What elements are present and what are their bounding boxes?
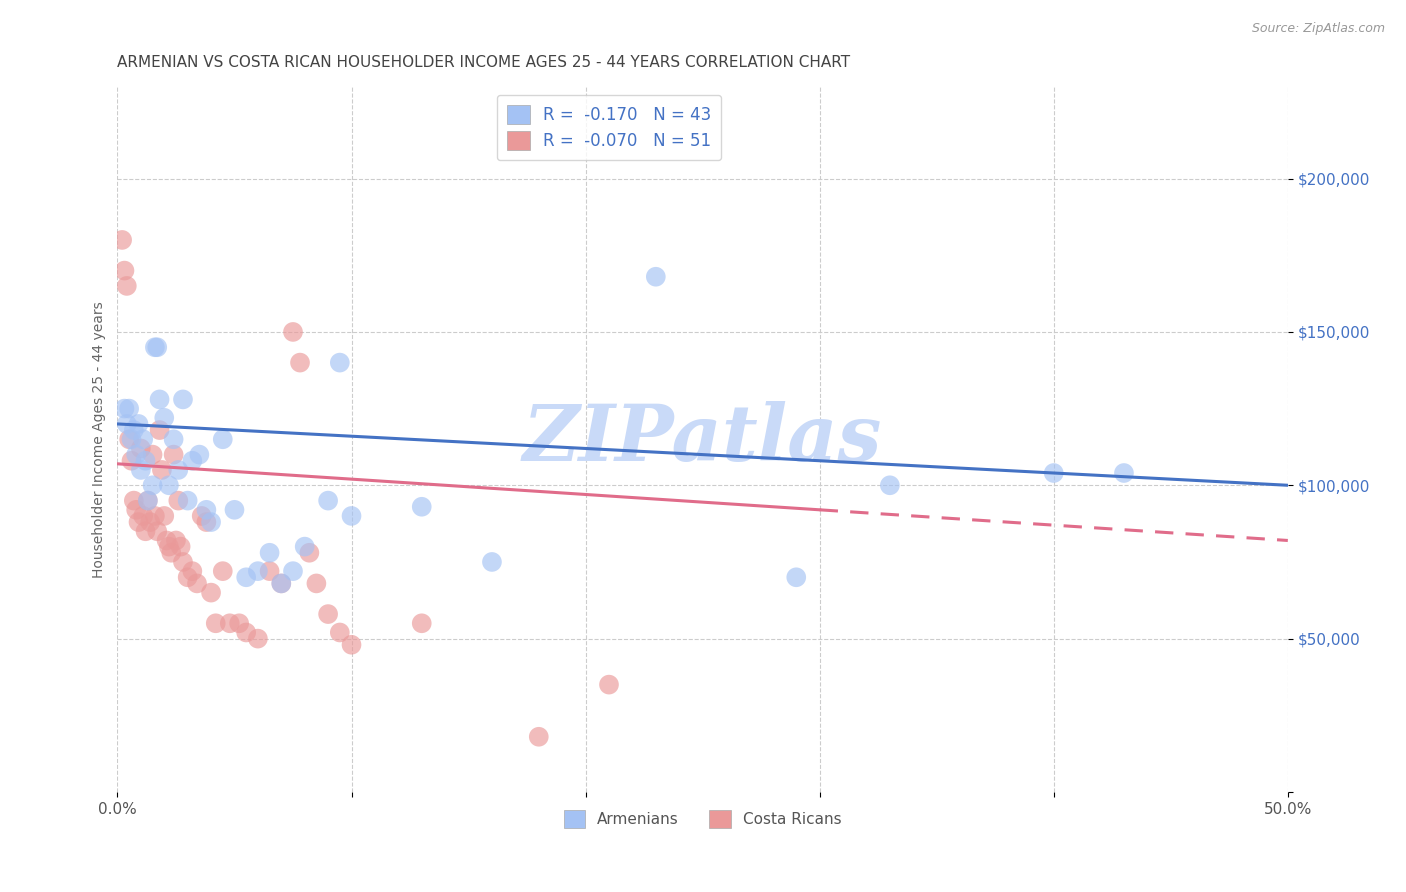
Point <box>165 533 187 548</box>
Text: Source: ZipAtlas.com: Source: ZipAtlas.com <box>1251 22 1385 36</box>
Point <box>879 478 901 492</box>
Point <box>129 463 152 477</box>
Point <box>139 515 162 529</box>
Point <box>135 454 157 468</box>
Point <box>200 515 222 529</box>
Point <box>155 533 177 548</box>
Point <box>598 678 620 692</box>
Point <box>132 508 155 523</box>
Point <box>146 524 169 539</box>
Point <box>228 616 250 631</box>
Point <box>204 616 226 631</box>
Point <box>188 448 211 462</box>
Point <box>114 401 136 416</box>
Point <box>135 524 157 539</box>
Point <box>411 616 433 631</box>
Point <box>143 508 166 523</box>
Point <box>122 493 145 508</box>
Point <box>316 607 339 621</box>
Point <box>288 356 311 370</box>
Point <box>114 263 136 277</box>
Point <box>181 564 204 578</box>
Legend: Armenians, Costa Ricans: Armenians, Costa Ricans <box>557 804 848 834</box>
Point <box>122 423 145 437</box>
Point <box>1112 466 1135 480</box>
Point <box>644 269 666 284</box>
Point <box>281 564 304 578</box>
Point <box>157 478 180 492</box>
Point <box>128 515 150 529</box>
Point <box>125 448 148 462</box>
Point <box>136 493 159 508</box>
Point <box>186 576 208 591</box>
Point <box>121 454 143 468</box>
Point <box>281 325 304 339</box>
Point <box>150 463 173 477</box>
Point <box>305 576 328 591</box>
Point <box>148 392 170 407</box>
Point <box>172 392 194 407</box>
Point <box>132 432 155 446</box>
Point <box>115 279 138 293</box>
Point <box>143 340 166 354</box>
Point <box>169 540 191 554</box>
Point <box>235 625 257 640</box>
Point <box>121 432 143 446</box>
Point <box>190 508 212 523</box>
Point <box>157 540 180 554</box>
Y-axis label: Householder Income Ages 25 - 44 years: Householder Income Ages 25 - 44 years <box>93 301 107 578</box>
Point <box>294 540 316 554</box>
Point <box>118 401 141 416</box>
Text: ARMENIAN VS COSTA RICAN HOUSEHOLDER INCOME AGES 25 - 44 YEARS CORRELATION CHART: ARMENIAN VS COSTA RICAN HOUSEHOLDER INCO… <box>118 55 851 70</box>
Point <box>259 564 281 578</box>
Point <box>118 432 141 446</box>
Point <box>211 432 233 446</box>
Point <box>162 432 184 446</box>
Point <box>224 503 246 517</box>
Point <box>162 448 184 462</box>
Point <box>481 555 503 569</box>
Point <box>153 508 176 523</box>
Point <box>142 448 165 462</box>
Point <box>211 564 233 578</box>
Point <box>115 417 138 431</box>
Point <box>298 546 321 560</box>
Point <box>176 570 198 584</box>
Point <box>128 417 150 431</box>
Point <box>148 423 170 437</box>
Point <box>200 585 222 599</box>
Point <box>329 625 352 640</box>
Text: ZIPatlas: ZIPatlas <box>523 401 883 477</box>
Point <box>111 233 134 247</box>
Point <box>259 546 281 560</box>
Point <box>181 454 204 468</box>
Point <box>129 442 152 456</box>
Point <box>218 616 240 631</box>
Point <box>146 340 169 354</box>
Point <box>785 570 807 584</box>
Point <box>411 500 433 514</box>
Point <box>340 638 363 652</box>
Point <box>195 515 218 529</box>
Point <box>246 564 269 578</box>
Point <box>270 576 292 591</box>
Point <box>1042 466 1064 480</box>
Point <box>160 546 183 560</box>
Point <box>167 463 190 477</box>
Point <box>142 478 165 492</box>
Point <box>340 508 363 523</box>
Point <box>527 730 550 744</box>
Point <box>235 570 257 584</box>
Point <box>167 493 190 508</box>
Point <box>136 493 159 508</box>
Point <box>125 503 148 517</box>
Point <box>329 356 352 370</box>
Point <box>195 503 218 517</box>
Point <box>316 493 339 508</box>
Point <box>172 555 194 569</box>
Point <box>246 632 269 646</box>
Point <box>270 576 292 591</box>
Point <box>153 410 176 425</box>
Point <box>176 493 198 508</box>
